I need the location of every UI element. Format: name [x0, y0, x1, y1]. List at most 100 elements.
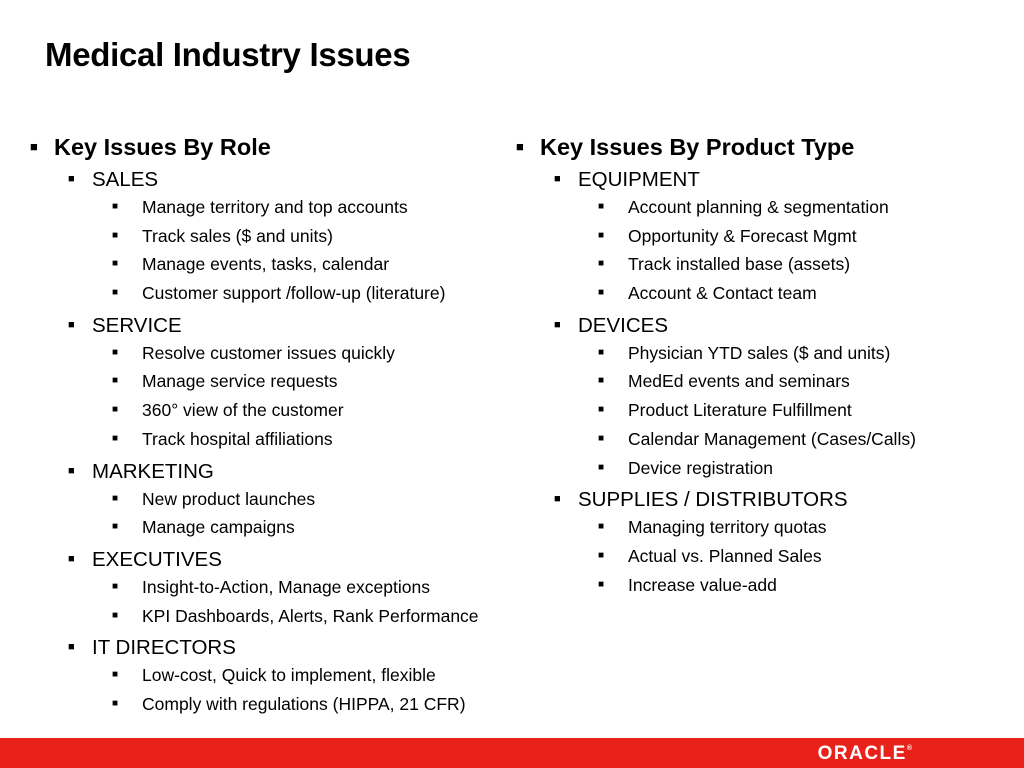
list-item-text: Increase value-add: [628, 574, 777, 595]
square-bullet-icon: ■: [598, 375, 605, 387]
list-item: ■ Device registration: [598, 458, 996, 487]
square-bullet-icon: ■: [598, 201, 605, 212]
list-item: ■ Comply with regulations (HIPPA, 21 CFR): [112, 694, 520, 723]
square-bullet-icon: ■: [112, 521, 119, 533]
left-heading-text: Key Issues By Role: [54, 134, 271, 160]
list-item: ■ Track hospital affiliations: [112, 429, 520, 458]
list-item: ■ Track sales ($ and units): [112, 226, 520, 255]
square-bullet-icon: ■: [68, 464, 75, 477]
square-bullet-icon: ■: [112, 432, 119, 444]
list-item: ■ Manage territory and top accounts: [112, 197, 520, 226]
list-item: ■ MedEd events and seminars: [598, 371, 996, 400]
square-bullet-icon: ■: [598, 258, 605, 270]
square-bullet-icon: ■: [112, 375, 119, 387]
group-label: MARKETING: [92, 459, 214, 483]
square-bullet-icon: ■: [68, 641, 75, 654]
list-item-text: Track hospital affiliations: [142, 428, 333, 449]
list-item: ■ Opportunity & Forecast Mgmt: [598, 226, 996, 255]
square-bullet-icon: ■: [598, 578, 605, 590]
group-label: DEVICES: [578, 313, 668, 337]
square-bullet-icon: ■: [598, 521, 605, 533]
left-column: ■ Key Issues By Role ■ SALES ■ Manage terr…: [30, 134, 520, 723]
list-item: ■ Manage events, tasks, calendar: [112, 254, 520, 283]
logo-text: ORACLE: [817, 743, 907, 764]
square-bullet-icon: ■: [112, 669, 119, 681]
square-bullet-icon: ■: [112, 346, 119, 358]
square-bullet-icon: ■: [598, 346, 605, 358]
list-item: ■ 360° view of the customer: [112, 400, 520, 429]
list-item-text: Actual vs. Planned Sales: [628, 545, 822, 566]
list-item-text: Resolve customer issues quickly: [142, 342, 395, 363]
square-bullet-icon: ■: [112, 492, 119, 504]
list-item-text: Low-cost, Quick to implement, flexible: [142, 665, 436, 686]
list-item: ■ Manage campaigns: [112, 517, 520, 546]
list-item-text: Product Literature Fulfillment: [628, 400, 852, 421]
square-bullet-icon: ■: [598, 432, 605, 444]
square-bullet-icon: ■: [112, 258, 119, 270]
square-bullet-icon: ■: [112, 229, 119, 241]
list-item: ■ Track installed base (assets): [598, 254, 996, 283]
square-bullet-icon: ■: [112, 609, 119, 621]
square-bullet-icon: ■: [554, 493, 561, 506]
list-item: ■ Manage service requests: [112, 371, 520, 400]
group-label: EXECUTIVES: [92, 547, 222, 571]
group-label: SUPPLIES / DISTRIBUTORS: [578, 488, 848, 512]
square-bullet-icon: ■: [68, 318, 75, 331]
square-bullet-icon: ■: [598, 287, 605, 299]
list-item-text: Manage events, tasks, calendar: [142, 254, 390, 275]
list-item: ■ KPI Dashboards, Alerts, Rank Performanc…: [112, 606, 520, 635]
square-bullet-icon: ■: [598, 229, 605, 241]
square-bullet-icon: ■: [68, 173, 75, 185]
square-bullet-icon: ■: [598, 461, 605, 473]
list-item: ■ Resolve customer issues quickly: [112, 343, 520, 372]
list-item-text: Opportunity & Forecast Mgmt: [628, 225, 857, 246]
list-item: ■ Insight-to-Action, Manage exceptions: [112, 577, 520, 606]
group-label: SALES: [92, 168, 159, 191]
square-bullet-icon: ■: [554, 318, 561, 331]
group-service: ■ SERVICE: [68, 312, 520, 343]
list-item-text: Insight-to-Action, Manage exceptions: [142, 576, 430, 597]
list-item-text: Device registration: [628, 457, 773, 478]
group-sales: ■ SALES: [68, 166, 520, 197]
square-bullet-icon: ■: [112, 201, 119, 212]
list-item-text: Managing territory quotas: [628, 517, 827, 538]
group-supplies-distributors: ■ SUPPLIES / DISTRIBUTORS: [554, 486, 996, 517]
group-label: SERVICE: [92, 313, 182, 337]
list-item-text: Manage campaigns: [142, 517, 295, 538]
square-bullet-icon: ■: [598, 404, 605, 416]
list-item-text: 360° view of the customer: [142, 400, 344, 421]
right-heading: ■ Key Issues By Product Type: [516, 134, 996, 166]
group-devices: ■ DEVICES: [554, 312, 996, 343]
square-bullet-icon: ■: [68, 552, 75, 565]
square-bullet-icon: ■: [112, 287, 119, 299]
list-item-text: New product launches: [142, 488, 316, 509]
group-executives: ■ EXECUTIVES: [68, 546, 520, 577]
oracle-logo: ORACLE®: [818, 743, 912, 765]
square-bullet-icon: ■: [112, 580, 119, 592]
list-item: ■ Actual vs. Planned Sales: [598, 546, 996, 575]
list-item: ■ Account & Contact team: [598, 283, 996, 312]
left-heading: ■ Key Issues By Role: [30, 134, 520, 166]
square-bullet-icon: ■: [112, 697, 119, 709]
list-item-text: Physician YTD sales ($ and units): [628, 342, 891, 363]
list-item: ■ Customer support /follow-up (literature…: [112, 283, 520, 312]
list-item: ■ New product launches: [112, 489, 520, 518]
group-it-directors: ■ IT DIRECTORS: [68, 634, 520, 665]
list-item-text: Manage territory and top accounts: [142, 197, 408, 217]
list-item: ■ Increase value-add: [598, 575, 996, 604]
square-bullet-icon: ■: [516, 139, 524, 154]
list-item-text: Calendar Management (Cases/Calls): [628, 428, 916, 449]
list-item-text: MedEd events and seminars: [628, 371, 850, 392]
list-item: ■ Managing territory quotas: [598, 517, 996, 546]
list-item: ■ Product Literature Fulfillment: [598, 400, 996, 429]
square-bullet-icon: ■: [598, 549, 605, 561]
right-heading-text: Key Issues By Product Type: [540, 134, 855, 160]
square-bullet-icon: ■: [554, 173, 561, 185]
list-item-text: Track installed base (assets): [628, 254, 851, 275]
list-item: ■ Account planning & segmentation: [598, 197, 996, 226]
list-item-text: Track sales ($ and units): [142, 225, 333, 246]
list-item-text: KPI Dashboards, Alerts, Rank Performance: [142, 605, 479, 626]
list-item: ■ Physician YTD sales ($ and units): [598, 343, 996, 372]
list-item-text: Manage service requests: [142, 371, 338, 392]
list-item-text: Customer support /follow-up (literature): [142, 283, 446, 304]
